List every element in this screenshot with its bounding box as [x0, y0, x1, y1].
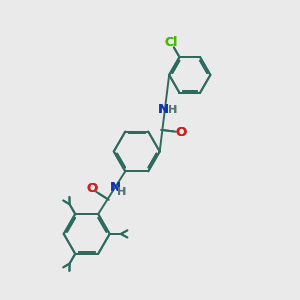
- Text: N: N: [110, 181, 121, 194]
- Text: O: O: [176, 126, 187, 139]
- Text: N: N: [158, 103, 169, 116]
- Circle shape: [125, 140, 149, 164]
- Text: O: O: [176, 126, 187, 139]
- Text: O: O: [86, 182, 98, 196]
- Text: Cl: Cl: [165, 36, 178, 49]
- Circle shape: [179, 64, 200, 86]
- Text: H: H: [169, 105, 178, 116]
- Text: O: O: [86, 182, 98, 196]
- Circle shape: [75, 222, 99, 246]
- Text: N: N: [110, 181, 121, 194]
- Text: N: N: [158, 103, 169, 116]
- Text: Cl: Cl: [165, 36, 178, 49]
- Text: H: H: [117, 187, 127, 197]
- Text: H: H: [169, 105, 178, 116]
- Text: H: H: [117, 187, 127, 197]
